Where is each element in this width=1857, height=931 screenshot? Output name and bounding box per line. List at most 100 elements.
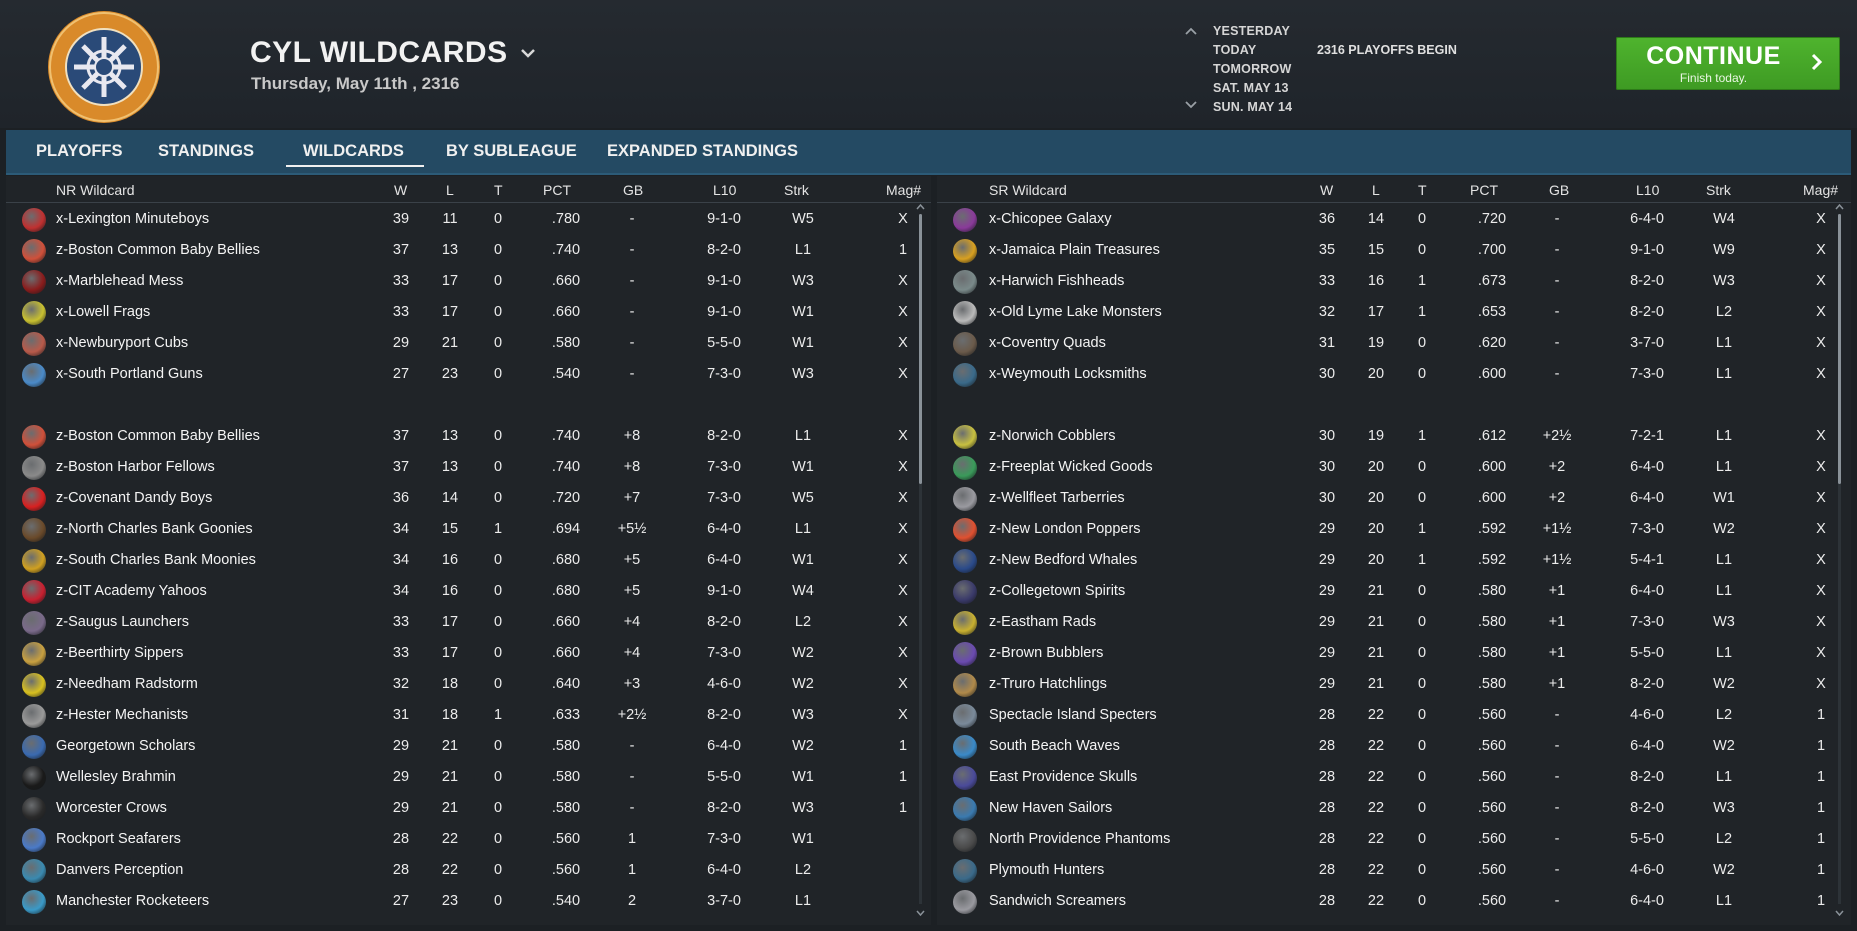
table-row[interactable]: Spectacle Island Specters 28 22 0 .560 - 4-6-0… [937,700,1851,731]
col-l10[interactable]: L10 [1636,182,1660,198]
team-name[interactable]: z-Needham Radstorm [56,676,198,692]
col-l10[interactable]: L10 [713,182,737,198]
team-name[interactable]: x-Harwich Fishheads [989,273,1125,289]
team-name[interactable]: z-South Charles Bank Moonies [56,552,256,568]
scroll-up-icon[interactable] [1835,204,1844,210]
team-name[interactable]: z-Covenant Dandy Boys [56,490,213,506]
day-sun[interactable]: SUN. MAY 14 [1213,100,1293,114]
col-gb[interactable]: GB [1549,182,1570,198]
team-name[interactable]: z-Boston Harbor Fellows [56,459,215,475]
table-row[interactable]: z-Brown Bubblers 29 21 0 .580 +1 5-5-0 L1 X [937,638,1851,669]
table-row[interactable]: x-Old Lyme Lake Monsters 32 17 1 .653 - 8-2-0 L… [937,297,1851,328]
scroll-down-icon[interactable] [916,910,925,916]
table-row[interactable]: z-Freeplat Wicked Goods 30 20 0 .600 +2 6-4-0 L… [937,452,1851,483]
table-row[interactable]: x-Lowell Frags 33 17 0 .660 - 9-1-0 W1 X [6,297,931,328]
team-name[interactable]: z-Wellfleet Tarberries [989,490,1125,506]
team-name[interactable]: x-Marblehead Mess [56,273,184,289]
scroll-up-icon[interactable] [916,204,925,210]
team-name[interactable]: z-New London Poppers [989,521,1141,537]
team-name[interactable]: z-Truro Hatchlings [989,676,1107,692]
team-name[interactable]: z-Boston Common Baby Bellies [56,242,260,258]
col-gb[interactable]: GB [623,182,644,198]
team-name[interactable]: x-Chicopee Galaxy [989,211,1112,227]
team-name[interactable]: Georgetown Scholars [56,738,196,754]
table-row[interactable]: New Haven Sailors 28 22 0 .560 - 8-2-0 W3 1 [937,793,1851,824]
table-row[interactable]: x-Newburyport Cubs 29 21 0 .580 - 5-5-0 W1 X [6,328,931,359]
col-strk[interactable]: Strk [1706,182,1731,198]
scroll-thumb[interactable] [1838,214,1841,484]
team-name[interactable]: Worcester Crows [56,800,167,816]
day-yesterday[interactable]: YESTERDAY [1213,24,1291,38]
tab-by-subleague[interactable]: BY SUBLEAGUE [446,142,577,160]
col-mag[interactable]: Mag# [1803,182,1839,198]
table-row[interactable]: z-Boston Common Baby Bellies 37 13 0 .740 +8 8… [6,421,931,452]
day-sat[interactable]: SAT. MAY 13 [1213,81,1289,95]
tab-wildcards[interactable]: WILDCARDS [303,142,404,160]
team-name[interactable]: z-Norwich Cobblers [989,428,1116,444]
table-row[interactable]: z-New Bedford Whales 29 20 1 .592 +1½ 5-4-1 L1 X [937,545,1851,576]
table-row[interactable]: z-Eastham Rads 29 21 0 .580 +1 7-3-0 W3 X [937,607,1851,638]
league-logo-icon[interactable] [46,9,162,125]
day-today[interactable]: TODAY [1213,43,1257,57]
table-row[interactable]: z-Boston Harbor Fellows 37 13 0 .740 +8 7-3-0 W… [6,452,931,483]
team-name[interactable]: z-Beerthirty Sippers [56,645,184,661]
col-t[interactable]: T [1418,182,1427,198]
scroll-down-icon[interactable] [1835,910,1844,916]
table-row[interactable]: Danvers Perception 28 22 0 .560 1 6-4-0 L2 [6,855,931,886]
col-pct[interactable]: PCT [543,182,571,198]
col-w[interactable]: W [1320,182,1334,198]
team-name[interactable]: x-Lowell Frags [56,304,151,320]
table-row[interactable]: Sandwich Screamers 28 22 0 .560 - 6-4-0 L1 1 [937,886,1851,917]
table-row[interactable]: z-Needham Radstorm 32 18 0 .640 +3 4-6-0 W2 X [6,669,931,700]
team-name[interactable]: Danvers Perception [56,862,184,878]
table-row[interactable]: x-South Portland Guns 27 23 0 .540 - 7-3-0 W3 X [6,359,931,390]
team-name[interactable]: z-Collegetown Spirits [989,583,1126,599]
col-team[interactable]: NR Wildcard [56,182,135,198]
team-name[interactable]: Spectacle Island Specters [989,707,1157,723]
team-name[interactable]: z-Boston Common Baby Bellies [56,428,260,444]
team-name[interactable]: Plymouth Hunters [989,862,1105,878]
team-name[interactable]: East Providence Skulls [989,769,1138,785]
scroll-track[interactable] [1838,214,1841,904]
table-row[interactable]: z-Norwich Cobblers 30 19 1 .612 +2½ 7-2-1 L1 X [937,421,1851,452]
table-row[interactable]: z-North Charles Bank Goonies 34 15 1 .694 +5½… [6,514,931,545]
tab-standings[interactable]: STANDINGS [158,142,254,160]
col-l[interactable]: L [446,182,454,198]
team-name[interactable]: z-North Charles Bank Goonies [56,521,253,537]
tab-playoffs[interactable]: PLAYOFFS [36,142,123,160]
table-row[interactable]: z-South Charles Bank Moonies 34 16 0 .680 +5 6… [6,545,931,576]
table-row[interactable]: z-Wellfleet Tarberries 30 20 0 .600 +2 6-4-0 W1… [937,483,1851,514]
table-row[interactable]: z-Collegetown Spirits 29 21 0 .580 +1 6-4-0 L1 X [937,576,1851,607]
table-row[interactable]: z-Hester Mechanists 31 18 1 .633 +2½ 8-2-0 W3 X [6,700,931,731]
table-row[interactable]: z-Truro Hatchlings 29 21 0 .580 +1 8-2-0 W2 X [937,669,1851,700]
team-name[interactable]: x-Old Lyme Lake Monsters [989,304,1162,320]
col-t[interactable]: T [494,182,503,198]
col-w[interactable]: W [394,182,408,198]
team-name[interactable]: z-Saugus Launchers [56,614,189,630]
team-name[interactable]: z-Hester Mechanists [56,707,189,723]
table-row[interactable]: x-Weymouth Locksmiths 30 20 0 .600 - 7-3-0 L1 X [937,359,1851,390]
team-name[interactable]: z-Freeplat Wicked Goods [989,459,1153,475]
team-name[interactable]: North Providence Phantoms [989,831,1171,847]
table-row[interactable]: South Beach Waves 28 22 0 .560 - 6-4-0 W2 1 [937,731,1851,762]
team-name[interactable]: z-Brown Bubblers [989,645,1104,661]
team-name[interactable]: x-Jamaica Plain Treasures [989,242,1160,258]
team-name[interactable]: x-Coventry Quads [989,335,1106,351]
team-name[interactable]: x-Newburyport Cubs [56,335,189,351]
col-l[interactable]: L [1372,182,1380,198]
team-name[interactable]: New Haven Sailors [989,800,1113,816]
team-name[interactable]: Rockport Seafarers [56,831,181,847]
table-row[interactable]: z-Boston Common Baby Bellies 37 13 0 .740 - 8-… [6,235,931,266]
table-row[interactable]: z-Beerthirty Sippers 33 17 0 .660 +4 7-3-0 W2 X [6,638,931,669]
team-name[interactable]: x-South Portland Guns [56,366,203,382]
table-row[interactable]: Wellesley Brahmin 29 21 0 .580 - 5-5-0 W1 1 [6,762,931,793]
table-row[interactable]: z-New London Poppers 29 20 1 .592 +1½ 7-3-0 W2 X [937,514,1851,545]
table-row[interactable]: x-Coventry Quads 31 19 0 .620 - 3-7-0 L1 X [937,328,1851,359]
table-row[interactable]: East Providence Skulls 28 22 0 .560 - 8-2-0 L1 1 [937,762,1851,793]
table-row[interactable]: x-Lexington Minuteboys 39 11 0 .780 - 9-1-0 W5 X [6,204,931,235]
table-row[interactable]: x-Harwich Fishheads 33 16 1 .673 - 8-2-0 W3 X [937,266,1851,297]
col-mag[interactable]: Mag# [886,182,922,198]
table-row[interactable]: North Providence Phantoms 28 22 0 .560 - 5-5-0… [937,824,1851,855]
table-row[interactable]: z-Covenant Dandy Boys 36 14 0 .720 +7 7-3-0 W5 X [6,483,931,514]
table-row[interactable]: x-Marblehead Mess 33 17 0 .660 - 9-1-0 W3 X [6,266,931,297]
